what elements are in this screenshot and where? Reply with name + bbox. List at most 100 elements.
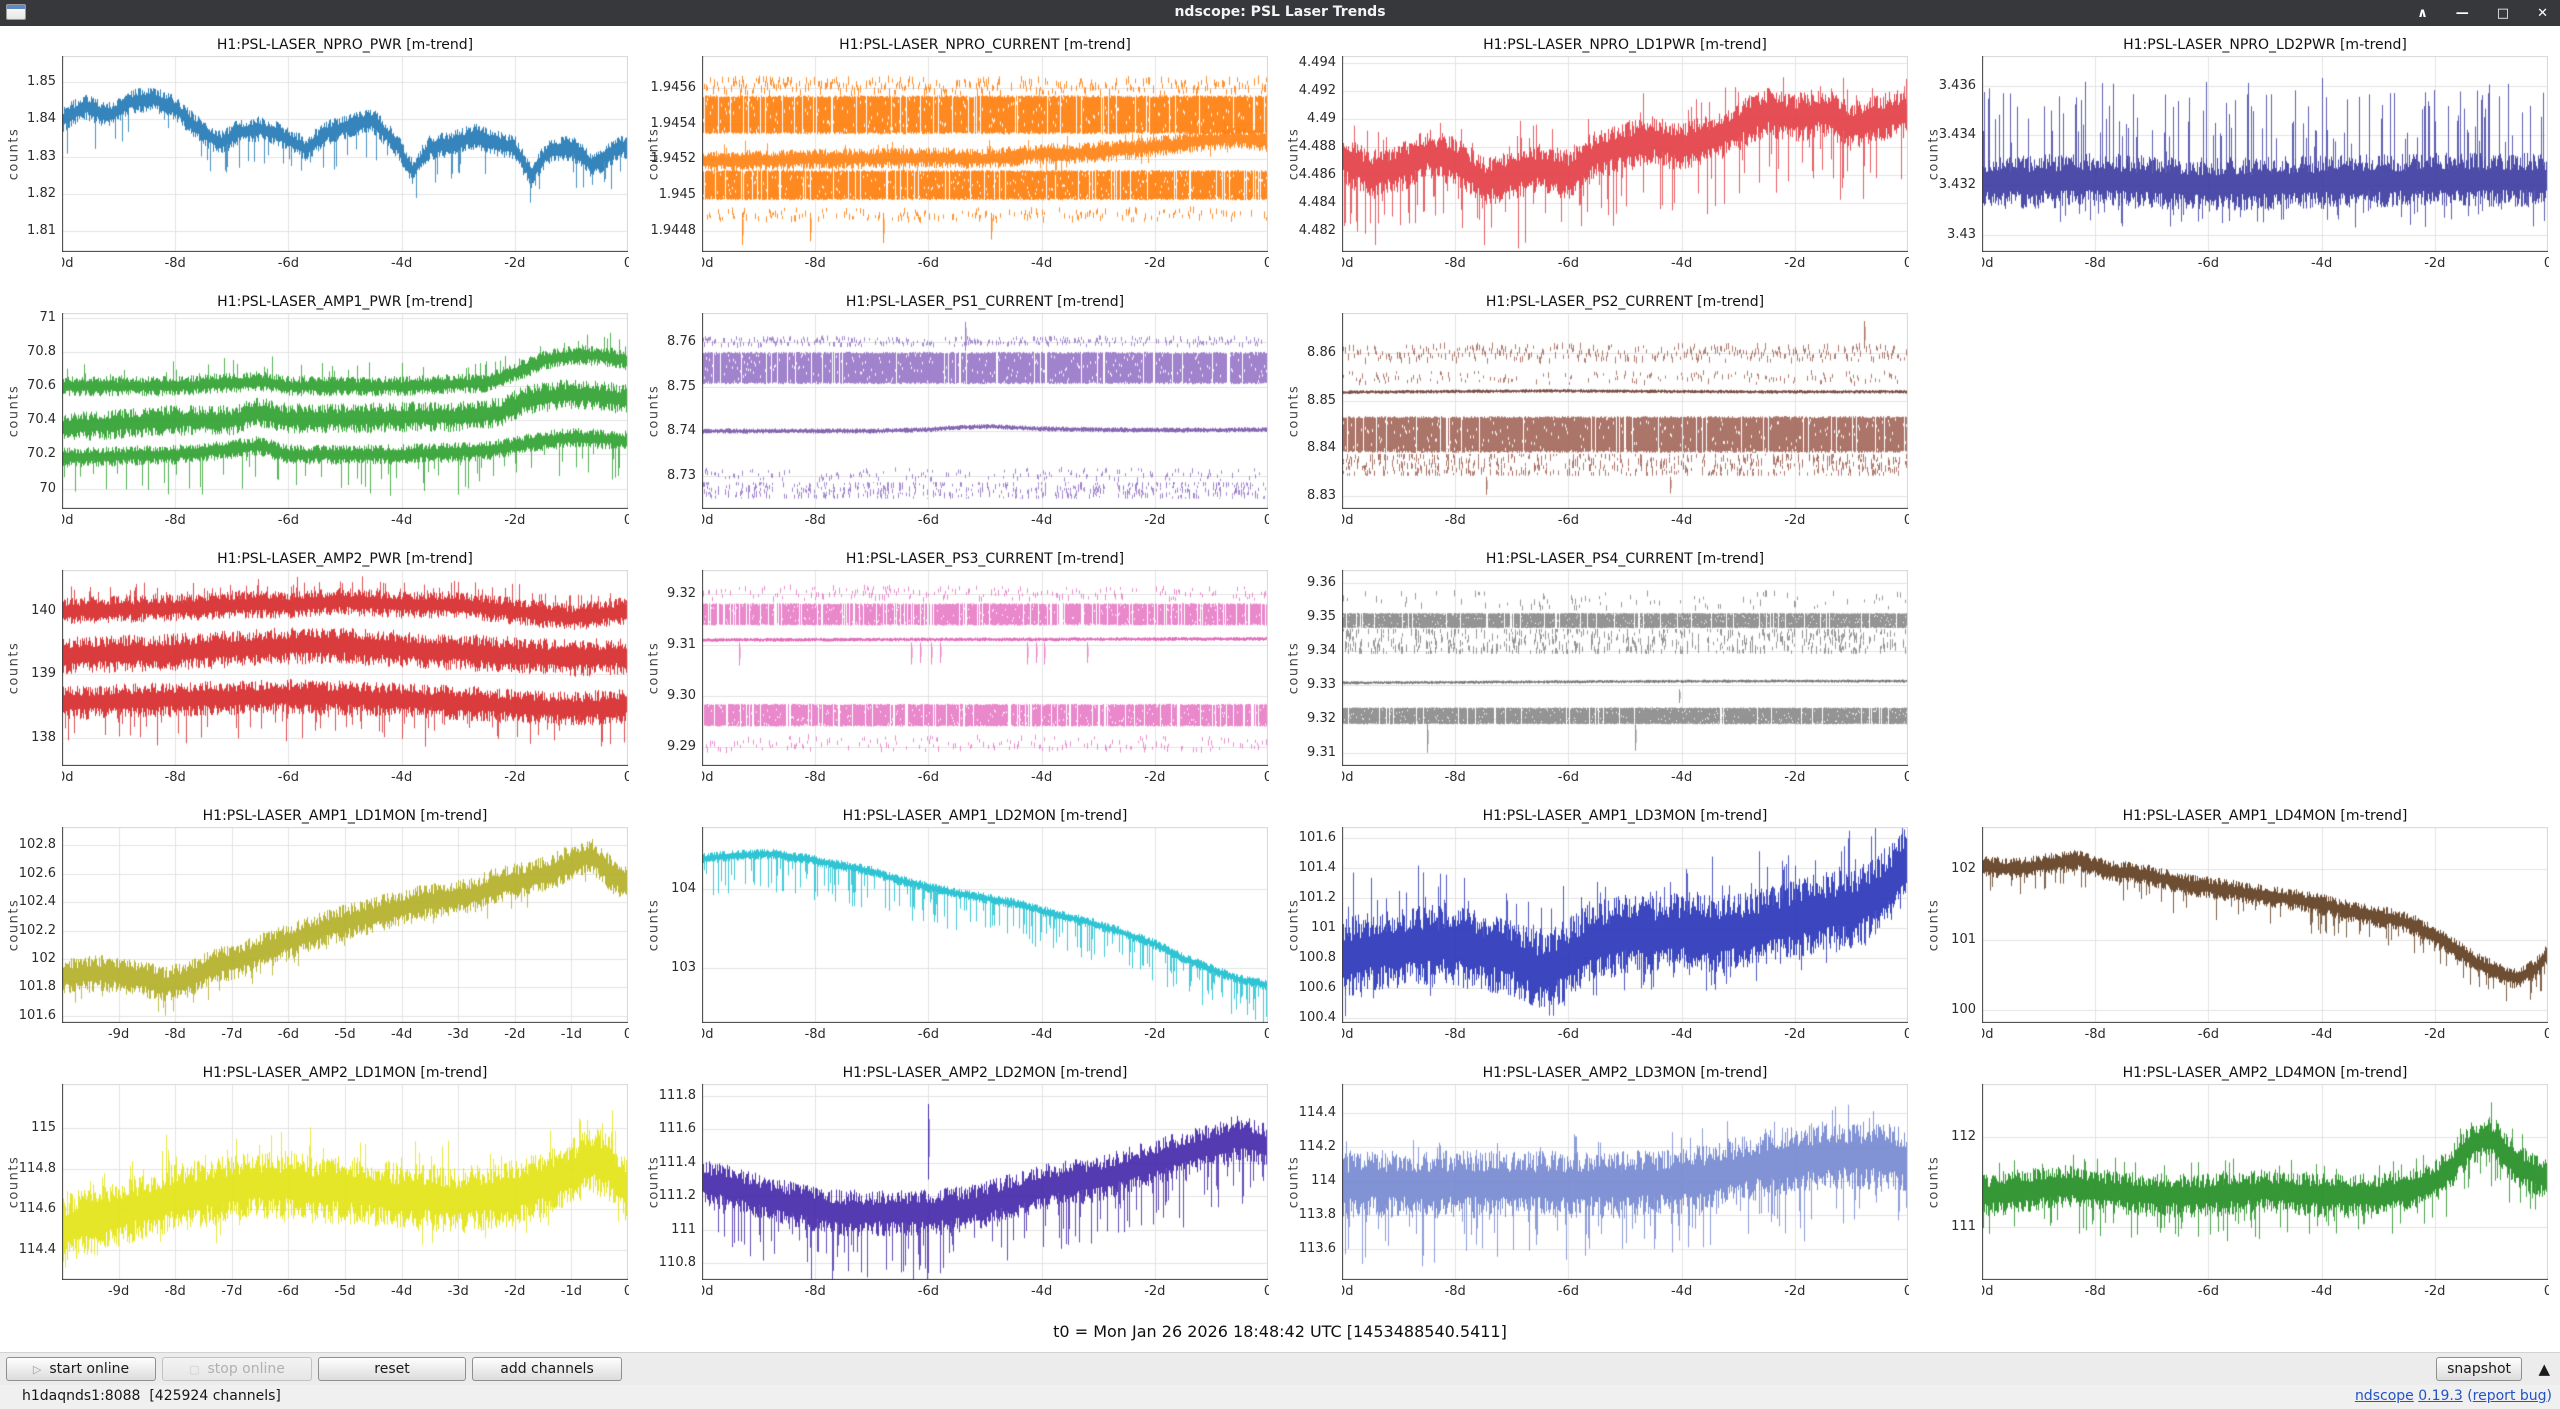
plot-canvas-amp1-ld2mon[interactable]	[702, 827, 1268, 1023]
y-tick-label: 8.84	[1307, 440, 1336, 456]
snapshot-button[interactable]: snapshot	[2436, 1357, 2522, 1381]
y-tick-label: 4.49	[1307, 111, 1336, 126]
add-channels-button[interactable]: add channels	[472, 1357, 622, 1381]
plot-canvas-amp1-ld1mon[interactable]	[62, 827, 628, 1023]
plot-canvas-amp2-pwr[interactable]	[62, 570, 628, 766]
x-tick-label: -2d	[2424, 256, 2446, 271]
x-edge-label-right: 0	[1263, 513, 1269, 528]
plot-canvas-npro-ld2pwr[interactable]	[1982, 56, 2548, 252]
y-tick-label: 1.83	[27, 148, 56, 164]
plot-cell-ps3-current: H1:PSL-LASER_PS3_CURRENT [m-trend] counts…	[640, 548, 1280, 805]
plot-canvas-amp2-ld1mon[interactable]	[62, 1084, 628, 1280]
plot-canvas-npro-current[interactable]	[702, 56, 1268, 252]
x-tick-label: -8d	[2084, 256, 2106, 271]
plot-cell-npro-pwr: H1:PSL-LASER_NPRO_PWR [m-trend] counts 1.8…	[0, 34, 640, 291]
plot-canvas-amp2-ld4mon[interactable]	[1982, 1084, 2548, 1280]
y-tick-label: 102.4	[18, 894, 56, 910]
plot-cell-npro-ld2pwr: H1:PSL-LASER_NPRO_LD2PWR [m-trend] counts…	[1920, 34, 2560, 291]
x-tick-label: -6d	[277, 513, 299, 528]
expand-panel-icon[interactable]: ▲	[2538, 1360, 2550, 1378]
plot-canvas-amp1-ld4mon[interactable]	[1982, 827, 2548, 1023]
y-tick-label: 9.29	[667, 739, 696, 755]
x-edge-label-right: 0	[623, 1284, 629, 1299]
x-edge-label-left: 0d	[1982, 1284, 1994, 1299]
y-tick-label: 140	[31, 603, 56, 619]
plot-canvas-ps4-current[interactable]	[1342, 570, 1908, 766]
stop-online-button[interactable]: ▢ stop online	[162, 1357, 312, 1381]
y-tick-label: 138	[31, 729, 56, 745]
plot-canvas-amp1-pwr[interactable]	[62, 313, 628, 509]
y-tick-label: 102.6	[18, 865, 56, 881]
plot-canvas-amp1-ld3mon[interactable]	[1342, 827, 1908, 1023]
y-tick-label: 3.43	[1947, 226, 1976, 242]
y-tick-label: 70	[39, 480, 56, 496]
x-tick-label: -2d	[1784, 1284, 1806, 1299]
plot-canvas-ps2-current[interactable]	[1342, 313, 1908, 509]
y-tick-label: 9.33	[1307, 677, 1336, 693]
x-edge-label-right: 0	[1263, 256, 1269, 271]
plot-canvas-amp2-ld3mon[interactable]	[1342, 1084, 1908, 1280]
x-tick-row: 0d -8d -6d -4d -2d 0	[1982, 256, 2549, 274]
x-tick-label: -2d	[1784, 1027, 1806, 1042]
window-title: ndscope: PSL Laser Trends	[1174, 4, 1386, 20]
x-tick-label: -1d	[560, 1284, 582, 1299]
plot-cell-amp2-ld4mon: H1:PSL-LASER_AMP2_LD4MON [m-trend] counts…	[1920, 1062, 2560, 1319]
x-tick-label: -6d	[917, 256, 939, 271]
x-tick-row: 0d -8d -6d -4d -2d 0	[1342, 1284, 1909, 1302]
x-edge-label-right: 0	[623, 1027, 629, 1042]
y-tick-label: 4.492	[1298, 83, 1336, 98]
plot-canvas-ps3-current[interactable]	[702, 570, 1268, 766]
x-tick-label: -2d	[1784, 770, 1806, 785]
x-tick-label: -4d	[390, 513, 413, 528]
start-online-button[interactable]: ▷ start online	[6, 1357, 156, 1381]
plot-canvas-ps1-current[interactable]	[702, 313, 1268, 509]
x-edge-label-left: 0d	[1982, 1027, 1994, 1042]
t0-label: t0 = Mon Jan 26 2026 18:48:42 UTC [14534…	[1053, 1322, 1507, 1341]
x-edge-label-left: 0d	[1342, 770, 1354, 785]
minimize-icon[interactable]: —	[2455, 5, 2469, 21]
plot-title-npro-pwr: H1:PSL-LASER_NPRO_PWR [m-trend]	[216, 37, 474, 53]
app-icon-bar	[7, 5, 25, 9]
y-tick-label: 101.6	[1298, 829, 1336, 845]
plot-cell-ps4-current: H1:PSL-LASER_PS4_CURRENT [m-trend] counts…	[1280, 548, 1920, 805]
x-tick-label: -4d	[390, 1027, 413, 1042]
x-tick-label: -5d	[334, 1027, 356, 1042]
plot-title-amp2-ld4mon: H1:PSL-LASER_AMP2_LD4MON [m-trend]	[2122, 1065, 2408, 1081]
x-tick-label: -2d	[2424, 1027, 2446, 1042]
report-bug-link[interactable]: report bug	[2472, 1388, 2547, 1404]
window-controls: ∧ — □ ✕	[2417, 0, 2548, 26]
x-edge-label-right: 0	[1903, 1284, 1909, 1299]
ndscope-link[interactable]: ndscope	[2354, 1388, 2414, 1404]
y-tick-label: 101	[1951, 931, 1976, 947]
y-tick-label: 70.6	[27, 378, 56, 394]
y-tick-label: 1.82	[27, 186, 56, 202]
maximize-icon[interactable]: □	[2496, 5, 2510, 21]
plot-cell-amp2-pwr: H1:PSL-LASER_AMP2_PWR [m-trend] counts 138…	[0, 548, 640, 805]
y-tick-label: 4.488	[1298, 139, 1336, 154]
y-tick-label: 111.6	[658, 1121, 696, 1137]
x-tick-label: -7d	[221, 1284, 243, 1299]
plot-canvas-amp2-ld2mon[interactable]	[702, 1084, 1268, 1280]
version-link[interactable]: 0.19.3	[2418, 1388, 2463, 1404]
x-tick-row: -9d -8d -7d -6d -5d -4d -3d -2d -1d 0	[62, 1284, 629, 1302]
x-edge-label-right: 0	[1263, 770, 1269, 785]
shade-window-icon[interactable]: ∧	[2417, 5, 2428, 21]
y-tick-label: 1.85	[27, 74, 56, 90]
x-tick-label: -8d	[804, 1027, 826, 1042]
y-tick-label: 104	[671, 880, 696, 896]
y-axis-label-amp2-ld4mon: counts	[1926, 1155, 1942, 1209]
x-tick-row: 0d -8d -6d -4d -2d 0	[62, 770, 629, 788]
y-axis-label-amp1-ld2mon: counts	[646, 898, 662, 952]
reset-button[interactable]: reset	[318, 1357, 466, 1381]
x-tick-row: 0d -8d -6d -4d -2d 0	[62, 256, 629, 274]
plot-cell-amp1-ld2mon: H1:PSL-LASER_AMP1_LD2MON [m-trend] counts…	[640, 805, 1280, 1062]
x-tick-label: -6d	[1557, 256, 1579, 271]
x-tick-label: -4d	[1030, 513, 1053, 528]
x-tick-label: -8d	[1444, 1284, 1466, 1299]
close-icon[interactable]: ✕	[2537, 5, 2548, 21]
plot-canvas-npro-ld1pwr[interactable]	[1342, 56, 1908, 252]
y-tick-label: 9.31	[667, 637, 696, 653]
plot-canvas-npro-pwr[interactable]	[62, 56, 628, 252]
y-tick-label: 4.482	[1298, 223, 1336, 238]
y-tick-label: 3.436	[1938, 77, 1976, 93]
